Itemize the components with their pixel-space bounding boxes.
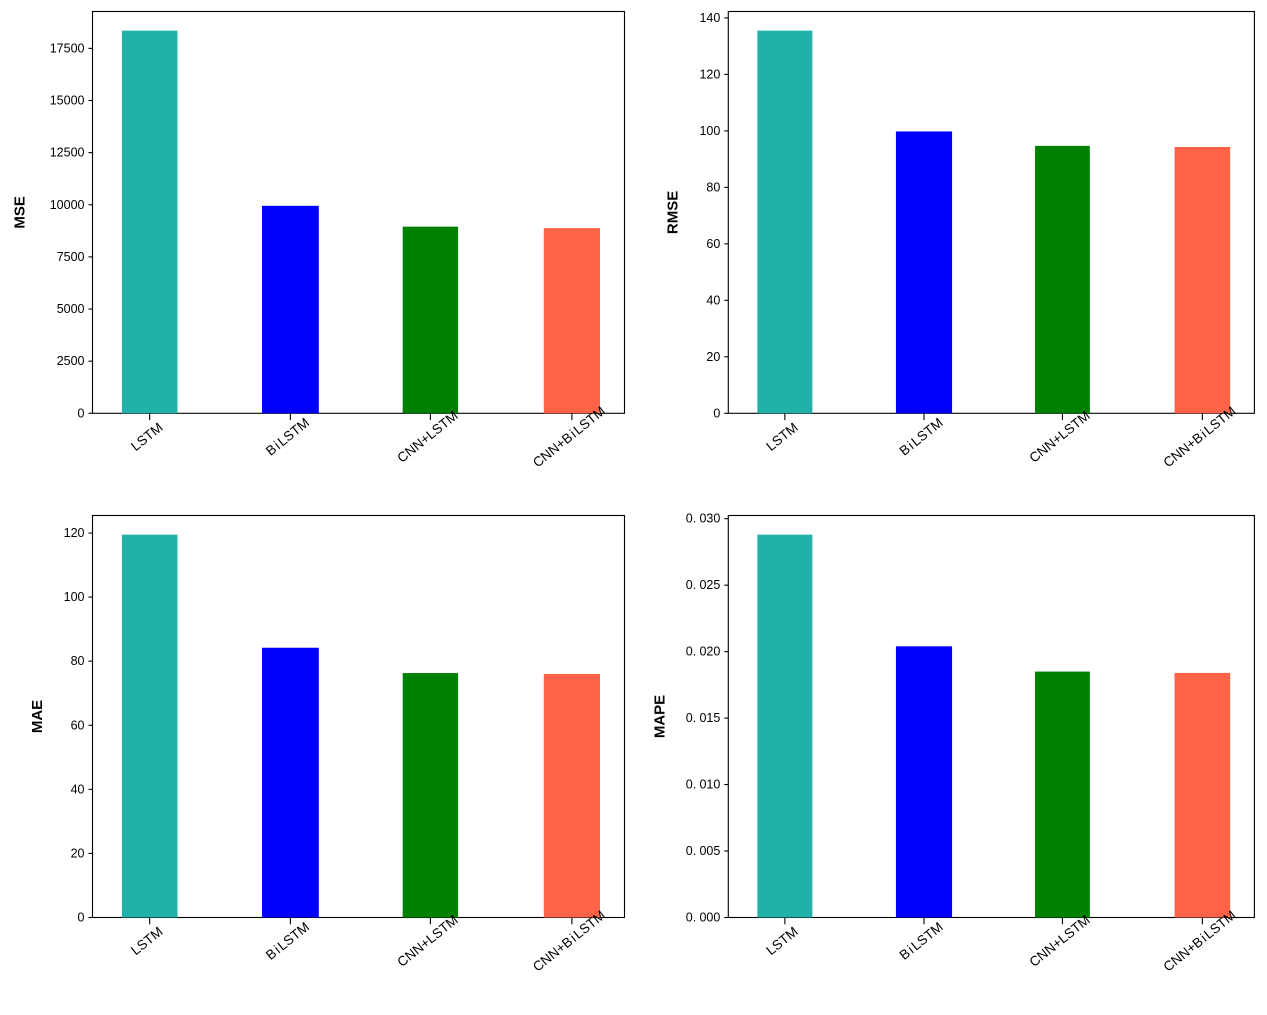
svg-text:140: 140 — [699, 11, 720, 25]
svg-text:120: 120 — [699, 67, 720, 81]
svg-text:15000: 15000 — [50, 93, 85, 107]
svg-text:20: 20 — [71, 846, 85, 860]
svg-text:0.005: 0. 005 — [686, 844, 721, 858]
svg-text:10000: 10000 — [50, 198, 85, 212]
svg-text:0: 0 — [713, 406, 720, 420]
svg-text:80: 80 — [71, 654, 85, 668]
svg-text:5000: 5000 — [57, 302, 85, 316]
svg-text:0.010: 0. 010 — [686, 778, 721, 792]
svg-text:0.030: 0. 030 — [686, 512, 721, 526]
svg-text:2500: 2500 — [57, 354, 85, 368]
svg-text:0: 0 — [78, 911, 85, 925]
svg-text:0.015: 0. 015 — [686, 711, 721, 725]
svg-text:100: 100 — [699, 124, 720, 138]
svg-text:0.025: 0. 025 — [686, 578, 721, 592]
svg-text:MAE: MAE — [29, 700, 46, 733]
svg-text:17500: 17500 — [50, 41, 85, 55]
svg-text:0.000: 0. 000 — [686, 911, 721, 925]
svg-text:40: 40 — [706, 293, 720, 307]
svg-text:7500: 7500 — [57, 250, 85, 264]
svg-text:80: 80 — [706, 180, 720, 194]
svg-text:40: 40 — [71, 782, 85, 796]
svg-text:100: 100 — [64, 590, 85, 604]
svg-text:12500: 12500 — [50, 146, 85, 160]
svg-text:60: 60 — [71, 718, 85, 732]
svg-text:MAPE: MAPE — [652, 695, 669, 738]
svg-text:RMSE: RMSE — [665, 191, 682, 234]
svg-text:20: 20 — [706, 350, 720, 364]
svg-text:MSE: MSE — [11, 196, 28, 229]
svg-text:60: 60 — [706, 237, 720, 251]
svg-text:0.020: 0. 020 — [686, 645, 721, 659]
svg-text:0: 0 — [78, 406, 85, 420]
svg-text:120: 120 — [64, 526, 85, 540]
